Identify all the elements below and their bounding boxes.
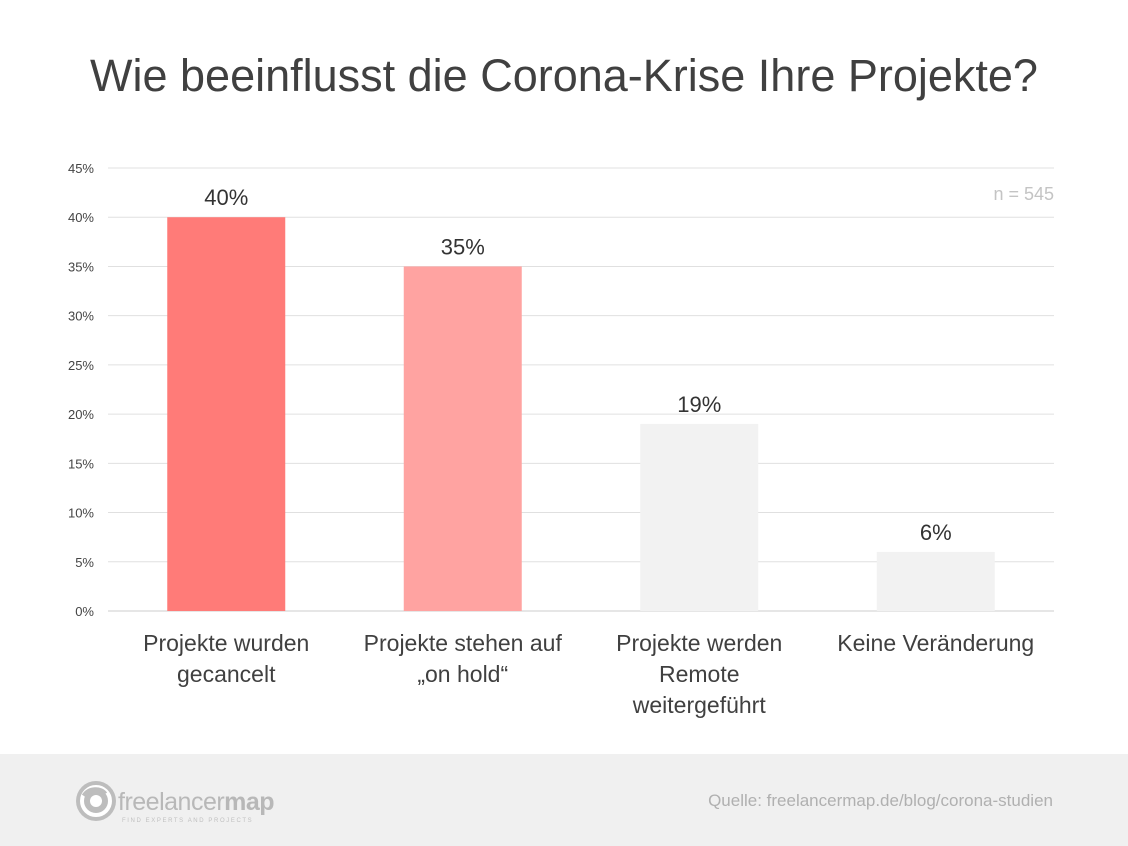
y-tick-label: 40%: [68, 210, 94, 225]
category-label-line: gecancelt: [177, 661, 276, 687]
value-labels: 40% 35% 19% 6%: [204, 185, 951, 545]
y-tick-label: 10%: [68, 506, 94, 521]
category-label-line: „on hold“: [417, 661, 508, 687]
bar-value-label: 19%: [677, 392, 721, 417]
y-tick-label: 0%: [75, 604, 94, 619]
category-label: Keine Veränderung: [837, 630, 1034, 656]
bar-value-label: 40%: [204, 185, 248, 210]
bar-chart: 0% 5% 10% 15% 20% 25% 30% 35% 40% 45% 40% 35% 19% 6%…: [68, 161, 1054, 718]
y-tick-label: 5%: [75, 555, 94, 570]
category-label-line: Projekte wurden: [143, 630, 309, 656]
chart-title: Wie beeinflusst die Corona-Krise Ihre Pr…: [90, 50, 1038, 101]
bar-value-label: 35%: [441, 234, 485, 259]
logo-wordmark: freelancermap: [118, 788, 275, 817]
category-label-line: Remote: [659, 661, 740, 687]
y-tick-label: 35%: [68, 259, 94, 274]
freelancermap-logo-icon: [76, 781, 116, 821]
bar: [876, 551, 995, 611]
bar: [640, 423, 759, 611]
logo-wordmark-bold: map: [224, 788, 275, 816]
y-tick-label: 20%: [68, 407, 94, 422]
bar: [167, 217, 286, 611]
footer: freelancermap FIND EXPERTS AND PROJECTS …: [0, 754, 1128, 846]
sample-size-annotation: n = 545: [993, 184, 1054, 204]
y-tick-label: 15%: [68, 456, 94, 471]
y-tick-label: 30%: [68, 309, 94, 324]
y-tick-label: 25%: [68, 358, 94, 373]
category-labels: Projekte wurden gecancelt Projekte stehen …: [143, 630, 1034, 718]
y-tick-label: 45%: [68, 161, 94, 176]
category-label-line: Projekte werden: [616, 630, 782, 656]
logo-tagline: FIND EXPERTS AND PROJECTS: [122, 818, 254, 824]
category-label: Projekte wurden gecancelt: [143, 630, 309, 687]
category-label-line: Projekte stehen auf: [364, 630, 563, 656]
category-label: Projekte werden Remote weitergeführt: [616, 630, 782, 718]
bars: [167, 217, 995, 611]
bar: [403, 266, 522, 611]
category-label: Projekte stehen auf „on hold“: [364, 630, 563, 687]
bar-value-label: 6%: [920, 520, 952, 545]
category-label-line: Keine Veränderung: [837, 630, 1034, 656]
logo-wordmark-light: freelancer: [118, 788, 225, 816]
category-label-line: weitergeführt: [632, 692, 767, 718]
source-citation: Quelle: freelancermap.de/blog/corona-stu…: [708, 791, 1053, 810]
y-axis-ticks: 0% 5% 10% 15% 20% 25% 30% 35% 40% 45%: [68, 161, 94, 619]
